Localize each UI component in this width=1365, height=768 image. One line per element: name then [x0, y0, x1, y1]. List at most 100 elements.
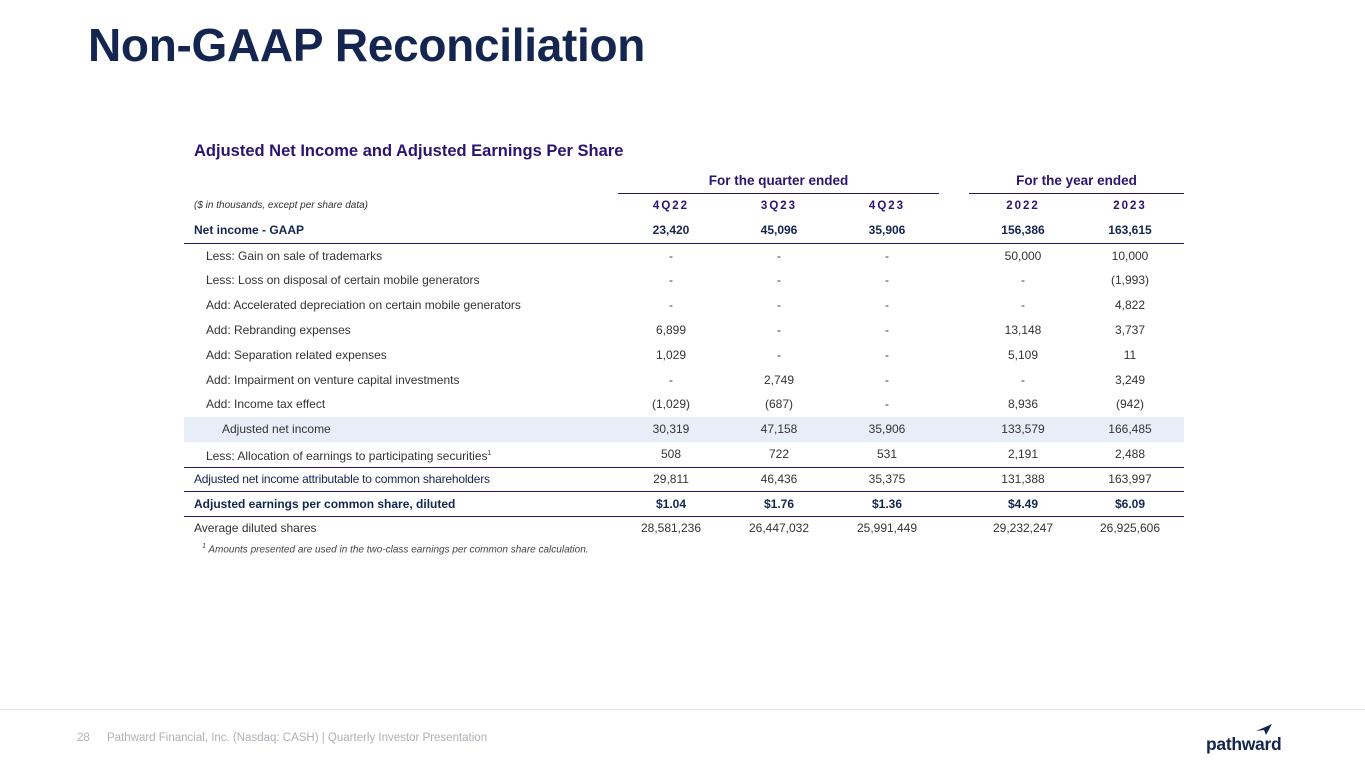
cell: 5,109	[1007, 347, 1039, 362]
cell: 29,811	[653, 471, 689, 486]
cell: 1,029	[655, 347, 687, 362]
cell: 11	[1123, 347, 1137, 362]
cell: -	[669, 372, 673, 387]
cell: 25,991,449	[856, 521, 918, 535]
footnote: 1 Amounts presented are used in the two-…	[202, 543, 589, 556]
units-note: ($ in thousands, except per share data)	[194, 200, 368, 211]
cell: 2,749	[763, 372, 795, 387]
cell: 508	[660, 446, 682, 461]
cell: 156,386	[1001, 223, 1045, 237]
table-row-subtotal: Adjusted net income 30,319 47,158 35,906…	[184, 417, 1184, 442]
column-header: 4Q22	[652, 200, 690, 212]
cell: 131,388	[1001, 471, 1045, 486]
cell: 163,615	[1108, 223, 1152, 237]
table-row: Add: Impairment on venture capital inves…	[184, 368, 1184, 393]
table-row: Net income - GAAP 23,420 45,096 35,906 1…	[184, 218, 1184, 244]
row-label: Add: Income tax effect	[206, 397, 326, 412]
table-row: Average diluted shares 28,581,236 26,447…	[184, 516, 1184, 541]
cell: 166,485	[1108, 422, 1152, 437]
cell: 3,249	[1114, 372, 1146, 387]
cell: -	[777, 298, 781, 313]
cell: 46,436	[760, 471, 798, 486]
cell: 47,158	[760, 422, 798, 437]
page-title: Non-GAAP Reconciliation	[88, 19, 646, 71]
table-row: Add: Separation related expenses 1,029 -…	[184, 343, 1184, 368]
cell: $1.76	[763, 496, 795, 511]
logo-text: pathward	[1206, 734, 1282, 754]
cell: 26,447,032	[748, 521, 810, 535]
row-label: Average diluted shares	[194, 521, 317, 535]
cell: (687)	[764, 397, 793, 412]
row-label: Add: Impairment on venture capital inves…	[206, 372, 460, 387]
cell: 28,581,236	[640, 521, 702, 535]
logo-mark-icon	[1256, 724, 1272, 735]
cell: 6,899	[655, 322, 687, 337]
cell: -	[885, 248, 889, 263]
table-title: Adjusted Net Income and Adjusted Earning…	[194, 142, 624, 160]
cell: -	[1021, 273, 1025, 288]
cell: 163,997	[1108, 471, 1152, 486]
cell: 722	[768, 446, 790, 461]
row-label: Net income - GAAP	[194, 223, 305, 237]
cell: 13,148	[1004, 322, 1042, 337]
group-header-year: For the year ended	[969, 172, 1184, 194]
page-number: 28	[77, 732, 90, 744]
table-row: Add: Accelerated depreciation on certain…	[184, 293, 1184, 318]
cell: 3,737	[1114, 322, 1146, 337]
footer-text: Pathward Financial, Inc. (Nasdaq: CASH) …	[107, 732, 488, 744]
row-label: Add: Rebranding expenses	[206, 322, 351, 337]
footer-divider	[0, 709, 1365, 710]
cell: (1,993)	[1110, 273, 1150, 288]
cell: 2,488	[1114, 446, 1146, 461]
column-header: 4Q23	[868, 200, 906, 212]
cell: 45,096	[760, 223, 798, 237]
cell: 30,319	[652, 422, 690, 437]
cell: 531	[876, 446, 898, 461]
table-row: Add: Income tax effect (1,029) (687) - 8…	[184, 392, 1184, 417]
table-row: Adjusted net income attributable to comm…	[184, 467, 1184, 493]
row-label: Add: Accelerated depreciation on certain…	[206, 298, 521, 313]
table-header-row: ($ in thousands, except per share data) …	[184, 194, 1184, 219]
cell: -	[777, 273, 781, 288]
group-header-quarter: For the quarter ended	[618, 172, 939, 194]
table-row: Add: Rebranding expenses 6,899 - - 13,14…	[184, 318, 1184, 343]
cell: 50,000	[1004, 248, 1042, 263]
cell: -	[1021, 298, 1025, 313]
cell: $1.36	[871, 496, 903, 511]
cell: -	[885, 322, 889, 337]
column-header: 3Q23	[760, 200, 798, 212]
cell: 2,191	[1007, 446, 1039, 461]
cell: 35,906	[868, 223, 906, 237]
cell: -	[669, 298, 673, 313]
cell: -	[885, 372, 889, 387]
row-label: Adjusted net income	[222, 422, 331, 437]
table-row: Less: Allocation of earnings to particip…	[184, 442, 1184, 468]
cell: -	[885, 397, 889, 412]
cell: -	[1021, 372, 1025, 387]
row-label: Adjusted earnings per common share, dilu…	[194, 496, 456, 511]
cell: -	[777, 347, 781, 362]
table-row: Less: Gain on sale of trademarks - - - 5…	[184, 244, 1184, 269]
cell: 4,822	[1114, 298, 1146, 313]
row-label: Less: Gain on sale of trademarks	[206, 248, 383, 263]
cell: $4.49	[1007, 496, 1039, 511]
cell: $1.04	[655, 496, 687, 511]
cell: 8,936	[1007, 397, 1039, 412]
cell: 26,925,606	[1099, 521, 1161, 535]
cell: -	[669, 248, 673, 263]
cell: -	[885, 298, 889, 313]
cell: -	[885, 273, 889, 288]
row-label: Less: Loss on disposal of certain mobile…	[206, 273, 480, 288]
row-label: Add: Separation related expenses	[206, 347, 387, 362]
cell: 133,579	[1001, 422, 1045, 437]
column-header: 2022	[1006, 200, 1040, 212]
cell: -	[777, 248, 781, 263]
cell: -	[777, 322, 781, 337]
row-label: Adjusted net income attributable to comm…	[194, 471, 490, 486]
pathward-logo: pathward	[1206, 722, 1296, 758]
column-header: 2023	[1113, 200, 1147, 212]
cell: 23,420	[652, 223, 690, 237]
cell: -	[885, 347, 889, 362]
table-row: Adjusted earnings per common share, dilu…	[184, 492, 1184, 518]
row-label: Less: Allocation of earnings to particip…	[206, 448, 492, 463]
